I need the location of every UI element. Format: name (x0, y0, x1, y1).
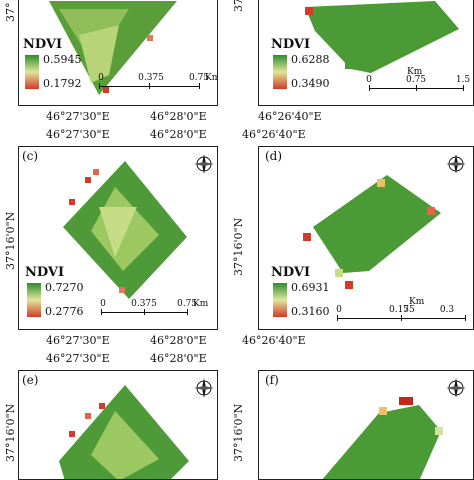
lon-label-a2: 46°28'0"E (150, 110, 207, 123)
lon-label-c1: 46°27'30"E (46, 334, 110, 347)
legend-title-b: NDVI (271, 37, 311, 52)
lat-label-top-left: 37° (4, 2, 17, 23)
scale-bar-b: 0 0.75 1.5 (366, 75, 470, 103)
lon-label-e2: 46°28'0"E (150, 352, 207, 365)
legend-gradient-b (273, 55, 287, 89)
panel-label-c: (c) (22, 149, 39, 163)
map-panel-e: (e) (18, 370, 218, 480)
ndvi-map-e (59, 385, 189, 479)
scale-unit-b: Km (407, 67, 423, 77)
lon-label-b: 46°26'40"E (258, 110, 322, 123)
scale-unit-d: Km (409, 297, 425, 307)
lon-label-c2: 46°28'0"E (150, 334, 207, 347)
legend-gradient-a (25, 55, 39, 89)
lon-label-d: 46°26'40"E (242, 334, 306, 347)
map-panel-a: NDVI 0.5945 0.1792 0 0.375 0.75 Km (18, 0, 218, 106)
lon-label-e1: 46°27'30"E (46, 352, 110, 365)
legend-max-c: 0.7270 (45, 281, 84, 294)
legend-min-d: 0.3160 (291, 305, 330, 318)
north-arrow-icon (445, 153, 467, 175)
legend-min-a: 0.1792 (43, 77, 82, 90)
legend-max-b: 0.6288 (291, 53, 330, 66)
north-arrow-icon (193, 153, 215, 175)
scale-bar-c: 0 0.375 0.75 (100, 299, 197, 327)
scale-bar-d: 0 0.15 75 0.3 (336, 305, 466, 329)
scale-unit-a: Km (205, 73, 217, 83)
north-arrow-icon (193, 377, 215, 399)
lon-label-c1-top: 46°27'30"E (46, 128, 110, 141)
panel-label-d: (d) (265, 149, 283, 163)
lon-label-c2-top: 46°28'0"E (150, 128, 207, 141)
legend-gradient-c (27, 283, 41, 317)
lat-label-f: 37°16'0"N (232, 403, 245, 462)
scale-unit-c: Km (193, 299, 209, 309)
map-panel-b: NDVI 0.6288 0.3490 Km 0 0.75 1.5 (258, 0, 474, 106)
map-panel-f: (f) (258, 370, 474, 480)
panel-label-e: (e) (22, 373, 39, 387)
ndvi-map-b (305, 1, 459, 73)
legend-title-d: NDVI (271, 265, 311, 280)
map-panel-c: (c) NDVI 0.7270 0.2776 0 0.375 0.75 Km (18, 146, 218, 330)
legend-gradient-d (273, 283, 287, 317)
legend-min-b: 0.3490 (291, 77, 330, 90)
legend-max-a: 0.5945 (43, 53, 82, 66)
lat-label-e: 37°16'0"N (4, 403, 17, 462)
lat-label-d: 37°16'0"N (232, 217, 245, 276)
lat-label-c: 37°16'0"N (4, 211, 17, 270)
map-panel-d: (d) NDVI 0.6931 0.3160 Km 0 0.15 75 0.3 (258, 146, 474, 330)
ndvi-map-c (63, 161, 187, 299)
ndvi-map-a (49, 1, 177, 95)
lon-label-a1: 46°27'30"E (46, 110, 110, 123)
north-arrow-icon (445, 377, 467, 399)
lon-label-d-top: 46°26'40"E (242, 128, 306, 141)
legend-min-c: 0.2776 (45, 305, 84, 318)
legend-title-a: NDVI (23, 37, 63, 52)
legend-title-c: NDVI (25, 265, 65, 280)
ndvi-map-f (322, 397, 443, 479)
panel-label-f: (f) (265, 373, 279, 387)
ndvi-map-d (303, 175, 441, 289)
legend-max-d: 0.6931 (291, 281, 330, 294)
lat-label-top-right: 37° (232, 0, 245, 12)
scale-bar-a: 0 0.375 0.75 (98, 73, 209, 101)
